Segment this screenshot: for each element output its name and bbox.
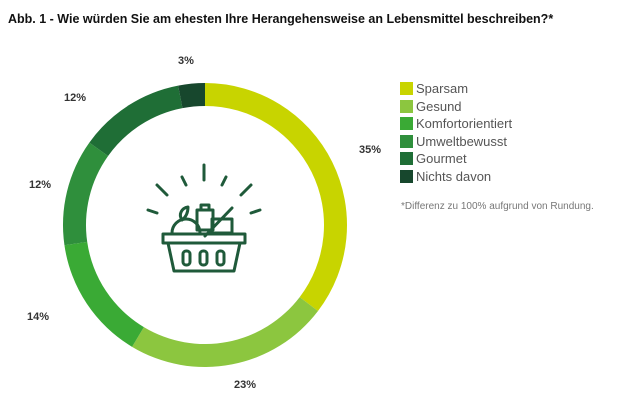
slice-label: 14% [27, 311, 49, 323]
legend-swatch [400, 134, 413, 148]
slice-label: 23% [234, 379, 256, 391]
legend-label: Komfortorientiert [416, 116, 513, 132]
legend-item: Gesund [400, 98, 512, 116]
slice-umweltbewusst [63, 142, 109, 246]
slice-label: 12% [29, 179, 51, 191]
legend-label: Nichts davon [416, 168, 492, 184]
slice-label: 12% [64, 92, 86, 104]
legend-label: Gourmet [416, 151, 467, 167]
legend-item: Gourmet [400, 150, 512, 168]
legend-label: Gesund [416, 98, 462, 114]
legend-swatch [400, 82, 413, 96]
legend-swatch [400, 117, 413, 131]
legend: Sparsam Gesund Komfortorientiert Umweltbewu… [400, 80, 512, 185]
legend-swatch [400, 169, 413, 183]
slice-komfortorientiert [64, 241, 144, 347]
legend-label: Umweltbewusst [416, 133, 508, 149]
legend-item: Komfortorientiert [400, 115, 512, 133]
legend-label: Sparsam [416, 81, 469, 97]
slice-nichts-davon [178, 83, 205, 109]
footnote: *Differenz zu 100% aufgrund von Rundung. [401, 201, 594, 212]
legend-item: Sparsam [400, 80, 512, 98]
slice-label: 3% [178, 55, 194, 67]
legend-item: Nichts davon [400, 168, 512, 186]
slice-gourmet [89, 85, 183, 156]
food-basket-icon [146, 163, 262, 273]
legend-swatch [400, 152, 413, 166]
legend-swatch [400, 99, 413, 113]
chart-title: Abb. 1 - Wie würden Sie am ehesten Ihre … [8, 12, 554, 26]
slice-sparsam [205, 83, 347, 311]
slice-gesund [132, 297, 318, 367]
slice-label: 35% [359, 144, 381, 156]
legend-item: Umweltbewusst [400, 133, 512, 151]
